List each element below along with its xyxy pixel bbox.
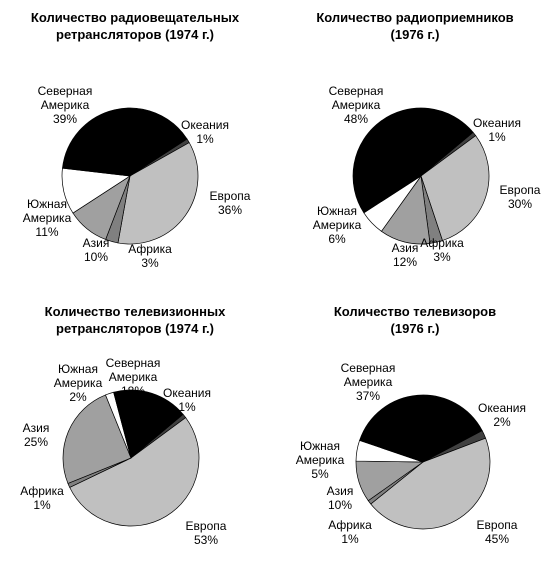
category-name: Северная Америка — [37, 84, 93, 112]
slice-label: Африка 3% — [407, 236, 477, 264]
category-name: Европа — [499, 183, 541, 197]
value-label: 2% — [69, 390, 87, 404]
slice-label: Океания 1% — [152, 386, 222, 414]
value-label: 12% — [392, 255, 418, 269]
slice-label: Азия 10% — [61, 236, 131, 264]
slice-label: Европа 53% — [171, 519, 241, 547]
value-label: 1% — [33, 498, 51, 512]
pie-slice — [69, 417, 200, 527]
category-name: Океания — [163, 386, 211, 400]
category-name: Африка — [328, 518, 372, 532]
category-name: Океания — [478, 401, 526, 415]
pie-slice — [117, 142, 199, 245]
pie-slice — [62, 107, 188, 177]
chart-title: Количество радиовещательных ретранслятор… — [30, 10, 240, 42]
value-label: 2% — [493, 415, 511, 429]
category-name: Южная Америка — [295, 439, 345, 467]
value-label: 5% — [311, 467, 329, 481]
slice-label: Океания 1% — [462, 116, 532, 144]
pie-slice — [113, 389, 184, 459]
value-label: 37% — [355, 389, 381, 403]
value-label: 45% — [484, 532, 510, 546]
slice-label: Африка 3% — [115, 242, 185, 270]
category-name: Океания — [181, 118, 229, 132]
category-name: Европа — [185, 519, 227, 533]
slice-label: Азия 25% — [1, 421, 71, 449]
pie-slice — [420, 135, 490, 241]
slice-label: Азия 12% — [370, 241, 440, 269]
value-label: 18% — [120, 384, 146, 398]
slice-label: Африка 1% — [7, 484, 77, 512]
pie-slice — [62, 394, 132, 484]
slice-label: Южная Америка 6% — [302, 204, 372, 246]
value-label: 1% — [178, 400, 196, 414]
slice-label: Северная Америка 37% — [333, 361, 403, 403]
category-name: Южная Америка — [53, 362, 103, 390]
slice-label: Южная Америка 2% — [43, 362, 113, 404]
value-label: 3% — [141, 256, 159, 270]
slice-label: Европа 45% — [462, 518, 532, 546]
slice-label: Океания 1% — [170, 118, 240, 146]
category-name: Южная Америка — [22, 197, 72, 225]
chart-title: Количество телевизионных ретрансляторов … — [44, 304, 226, 336]
category-name: Африка — [420, 236, 464, 250]
category-name: Южная Америка — [312, 204, 362, 232]
slice-label: Южная Америка 5% — [285, 439, 355, 481]
slice-label: Океания 2% — [467, 401, 537, 429]
pie-slice — [352, 107, 474, 214]
category-name: Европа — [209, 189, 251, 203]
category-name: Азия — [391, 241, 419, 255]
pie-slice — [359, 394, 483, 463]
value-label: 11% — [35, 225, 59, 239]
category-name: Азия — [22, 421, 50, 435]
value-label: 36% — [217, 203, 243, 217]
pie-slice — [370, 437, 491, 530]
slice-label: Африка 1% — [315, 518, 385, 546]
value-label: 10% — [83, 250, 109, 264]
slice-label: Европа 30% — [485, 183, 555, 211]
category-name: Северная Америка — [340, 361, 396, 389]
value-label: 1% — [341, 532, 359, 546]
chart-title: Количество радиоприемников (1976 г.) — [316, 10, 514, 42]
category-name: Азия — [82, 236, 110, 250]
value-label: 3% — [433, 250, 451, 264]
slice-label: Азия 10% — [305, 484, 375, 512]
slice-label: Северная Америка 39% — [30, 84, 100, 126]
category-name: Северная Америка — [105, 356, 161, 384]
value-label: 1% — [488, 130, 506, 144]
value-label: 48% — [343, 112, 369, 126]
value-label: 30% — [507, 197, 533, 211]
category-name: Европа — [476, 518, 518, 532]
category-name: Азия — [326, 484, 354, 498]
value-label: 10% — [327, 498, 353, 512]
slice-label: Европа 36% — [195, 189, 265, 217]
slice-label: Северная Америка 18% — [98, 356, 168, 398]
slice-label: Северная Америка 48% — [321, 84, 391, 126]
value-label: 6% — [328, 232, 346, 246]
value-label: 39% — [52, 112, 78, 126]
category-name: Северная Америка — [328, 84, 384, 112]
value-label: 1% — [196, 132, 214, 146]
category-name: Африка — [128, 242, 172, 256]
chart-title: Количество телевизоров (1976 г.) — [333, 304, 497, 336]
category-name: Африка — [20, 484, 64, 498]
value-label: 25% — [23, 435, 49, 449]
category-name: Океания — [473, 116, 521, 130]
slice-label: Южная Америка 11% — [12, 197, 82, 239]
value-label: 53% — [193, 533, 219, 547]
